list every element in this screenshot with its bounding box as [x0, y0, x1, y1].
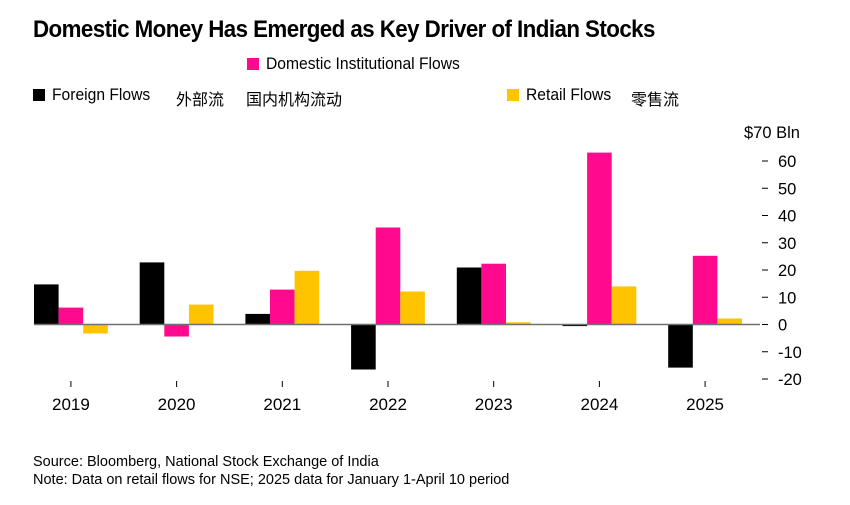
bar-domestic-institutional-flows-2023: [481, 263, 506, 325]
legend-item-foreign: Foreign Flows: [33, 85, 159, 105]
x-tick-label: 2022: [369, 395, 407, 414]
bar-retail-flows-2019: [83, 324, 108, 334]
y-tick-label: -10: [778, 344, 802, 362]
y-tick-label: 60: [778, 153, 796, 171]
bar-domestic-institutional-flows-2022: [375, 227, 401, 325]
legend-label-domestic: Domestic Institutional Flows: [266, 54, 460, 73]
bar-foreign-flows-2022: [351, 324, 376, 370]
y-tick-label: 20: [778, 262, 796, 280]
y-tick-label: 0: [778, 317, 787, 335]
bar-domestic-institutional-flows-2019: [58, 307, 84, 325]
y-tick-label: 50: [778, 180, 796, 198]
legend-swatch-domestic: [247, 58, 259, 70]
bar-foreign-flows-2025: [668, 324, 693, 368]
chart-title: Domestic Money Has Emerged as Key Driver…: [33, 16, 655, 43]
x-tick-label: 2025: [686, 395, 724, 414]
legend-swatch-foreign: [33, 89, 45, 101]
y-tick-label: 30: [778, 235, 796, 253]
bar-retail-flows-2020: [188, 304, 214, 325]
x-tick-label: 2019: [52, 395, 90, 414]
bar-retail-flows-2021: [294, 270, 320, 325]
bar-retail-flows-2022: [400, 291, 425, 325]
bar-domestic-institutional-flows-2024: [587, 152, 612, 325]
bar-foreign-flows-2021: [245, 313, 270, 325]
bar-domestic-institutional-flows-2025: [692, 255, 718, 325]
y-tick-label: -20: [778, 371, 802, 389]
bar-foreign-flows-2020: [139, 262, 165, 325]
x-tick-label: 2023: [475, 395, 513, 414]
legend-label-retail: Retail Flows: [526, 85, 612, 104]
legend-label-foreign-cn: 外部流: [176, 90, 225, 109]
footnote: Note: Data on retail flows for NSE; 2025…: [33, 472, 510, 488]
legend-label-foreign: Foreign Flows: [52, 85, 151, 104]
x-tick-label: 2024: [580, 395, 618, 414]
bar-foreign-flows-2019: [34, 284, 59, 325]
legend-item-domestic: Domestic Institutional Flows: [247, 54, 477, 74]
bar-retail-flows-2025: [717, 318, 742, 325]
source-note: Source: Bloomberg, National Stock Exchan…: [33, 454, 379, 470]
bar-foreign-flows-2023: [456, 267, 482, 325]
y-tick-label: 40: [778, 208, 796, 226]
legend-swatch-retail: [507, 89, 519, 101]
bar-retail-flows-2023: [506, 322, 531, 325]
legend-label-domestic-cn: 国内机构流动: [246, 90, 343, 109]
bar-retail-flows-2024: [611, 286, 637, 325]
bar-domestic-institutional-flows-2021: [270, 289, 295, 325]
y-axis-unit-label: $70 Bln: [744, 124, 800, 142]
legend-label-retail-cn: 零售流: [631, 90, 680, 109]
x-tick-label: 2020: [158, 395, 196, 414]
legend-item-retail: Retail Flows: [507, 85, 619, 105]
y-tick-label: 10: [778, 289, 796, 307]
bar-domestic-institutional-flows-2020: [164, 324, 189, 337]
x-tick-label: 2021: [263, 395, 301, 414]
